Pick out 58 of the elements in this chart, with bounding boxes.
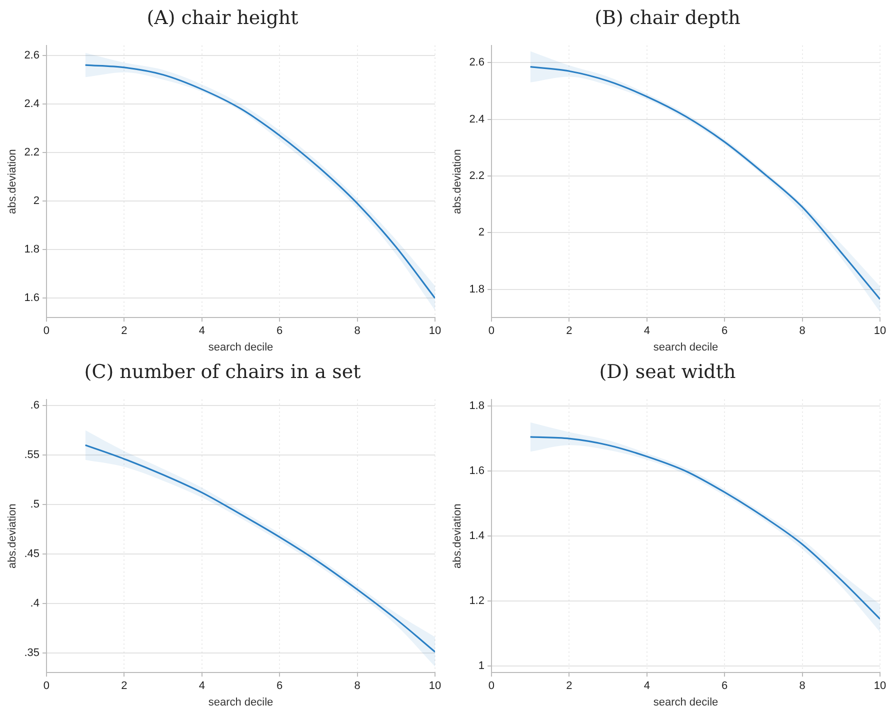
x-tick-label: 2 bbox=[121, 325, 128, 338]
chart-title: (A) chair height bbox=[146, 6, 300, 31]
x-tick-label: 0 bbox=[43, 325, 50, 338]
y-tick-label: .6 bbox=[30, 400, 40, 412]
x-tick-label: 2 bbox=[121, 680, 128, 692]
x-axis-title: search decile bbox=[653, 341, 718, 354]
x-tick-label: 10 bbox=[428, 325, 442, 338]
x-tick-label: 4 bbox=[644, 680, 650, 692]
y-tick-label: 1.8 bbox=[469, 283, 484, 296]
x-tick-label: 4 bbox=[198, 325, 205, 338]
y-tick-label: 1.2 bbox=[469, 595, 484, 608]
y-axis-title: abs.deviation bbox=[452, 504, 464, 569]
x-tick-label: 0 bbox=[43, 680, 50, 692]
x-tick-label: 6 bbox=[276, 325, 283, 338]
y-tick-label: 2.6 bbox=[469, 56, 484, 69]
y-axis-title: abs.deviation bbox=[6, 504, 19, 569]
y-tick-label: 2 bbox=[33, 195, 40, 208]
x-axis-title: search decile bbox=[653, 696, 718, 708]
y-tick-label: 1.6 bbox=[24, 292, 40, 304]
x-tick-label: 6 bbox=[276, 680, 283, 692]
x-tick-label: 8 bbox=[354, 680, 360, 692]
y-tick-label: 1.4 bbox=[469, 530, 484, 542]
x-tick-label: 2 bbox=[566, 680, 572, 692]
x-tick-label: 4 bbox=[198, 680, 205, 692]
y-tick-label: 2.2 bbox=[24, 146, 40, 158]
y-tick-label: 1.8 bbox=[469, 400, 484, 412]
chart-title: (D) seat width bbox=[598, 360, 737, 385]
x-tick-label: 8 bbox=[799, 325, 806, 338]
y-tick-label: 2.2 bbox=[469, 170, 484, 182]
y-tick-label: .4 bbox=[30, 597, 40, 610]
y-tick-label: 2.4 bbox=[24, 98, 40, 110]
chart-title: (C) number of chairs in a set bbox=[83, 360, 362, 385]
y-axis-title: abs.deviation bbox=[452, 149, 464, 214]
x-tick-label: 6 bbox=[722, 325, 728, 338]
y-tick-label: 1.8 bbox=[24, 244, 40, 256]
y-tick-label: .55 bbox=[24, 449, 40, 462]
x-tick-label: 8 bbox=[799, 680, 806, 692]
x-tick-label: 0 bbox=[488, 325, 495, 338]
x-axis-title: search decile bbox=[208, 341, 274, 354]
x-tick-label: 8 bbox=[354, 325, 360, 338]
y-tick-label: 2 bbox=[478, 226, 484, 239]
y-tick-label: .45 bbox=[24, 548, 40, 560]
y-tick-label: 1.6 bbox=[469, 465, 484, 478]
x-tick-label: 6 bbox=[722, 680, 728, 692]
x-tick-label: 4 bbox=[644, 325, 650, 338]
y-tick-label: 1 bbox=[478, 660, 484, 672]
x-tick-label: 10 bbox=[874, 325, 886, 338]
y-tick-label: .5 bbox=[30, 498, 40, 510]
y-tick-label: .35 bbox=[24, 646, 40, 659]
x-tick-label: 10 bbox=[874, 680, 886, 692]
x-tick-label: 2 bbox=[566, 325, 572, 338]
chart-title: (B) chair depth bbox=[594, 6, 742, 31]
x-tick-label: 0 bbox=[488, 680, 495, 692]
y-tick-label: 2.6 bbox=[24, 49, 40, 62]
x-axis-title: search decile bbox=[208, 696, 274, 708]
x-tick-label: 10 bbox=[428, 680, 442, 692]
y-tick-label: 2.4 bbox=[469, 113, 484, 126]
y-axis-title: abs.deviation bbox=[6, 149, 19, 214]
